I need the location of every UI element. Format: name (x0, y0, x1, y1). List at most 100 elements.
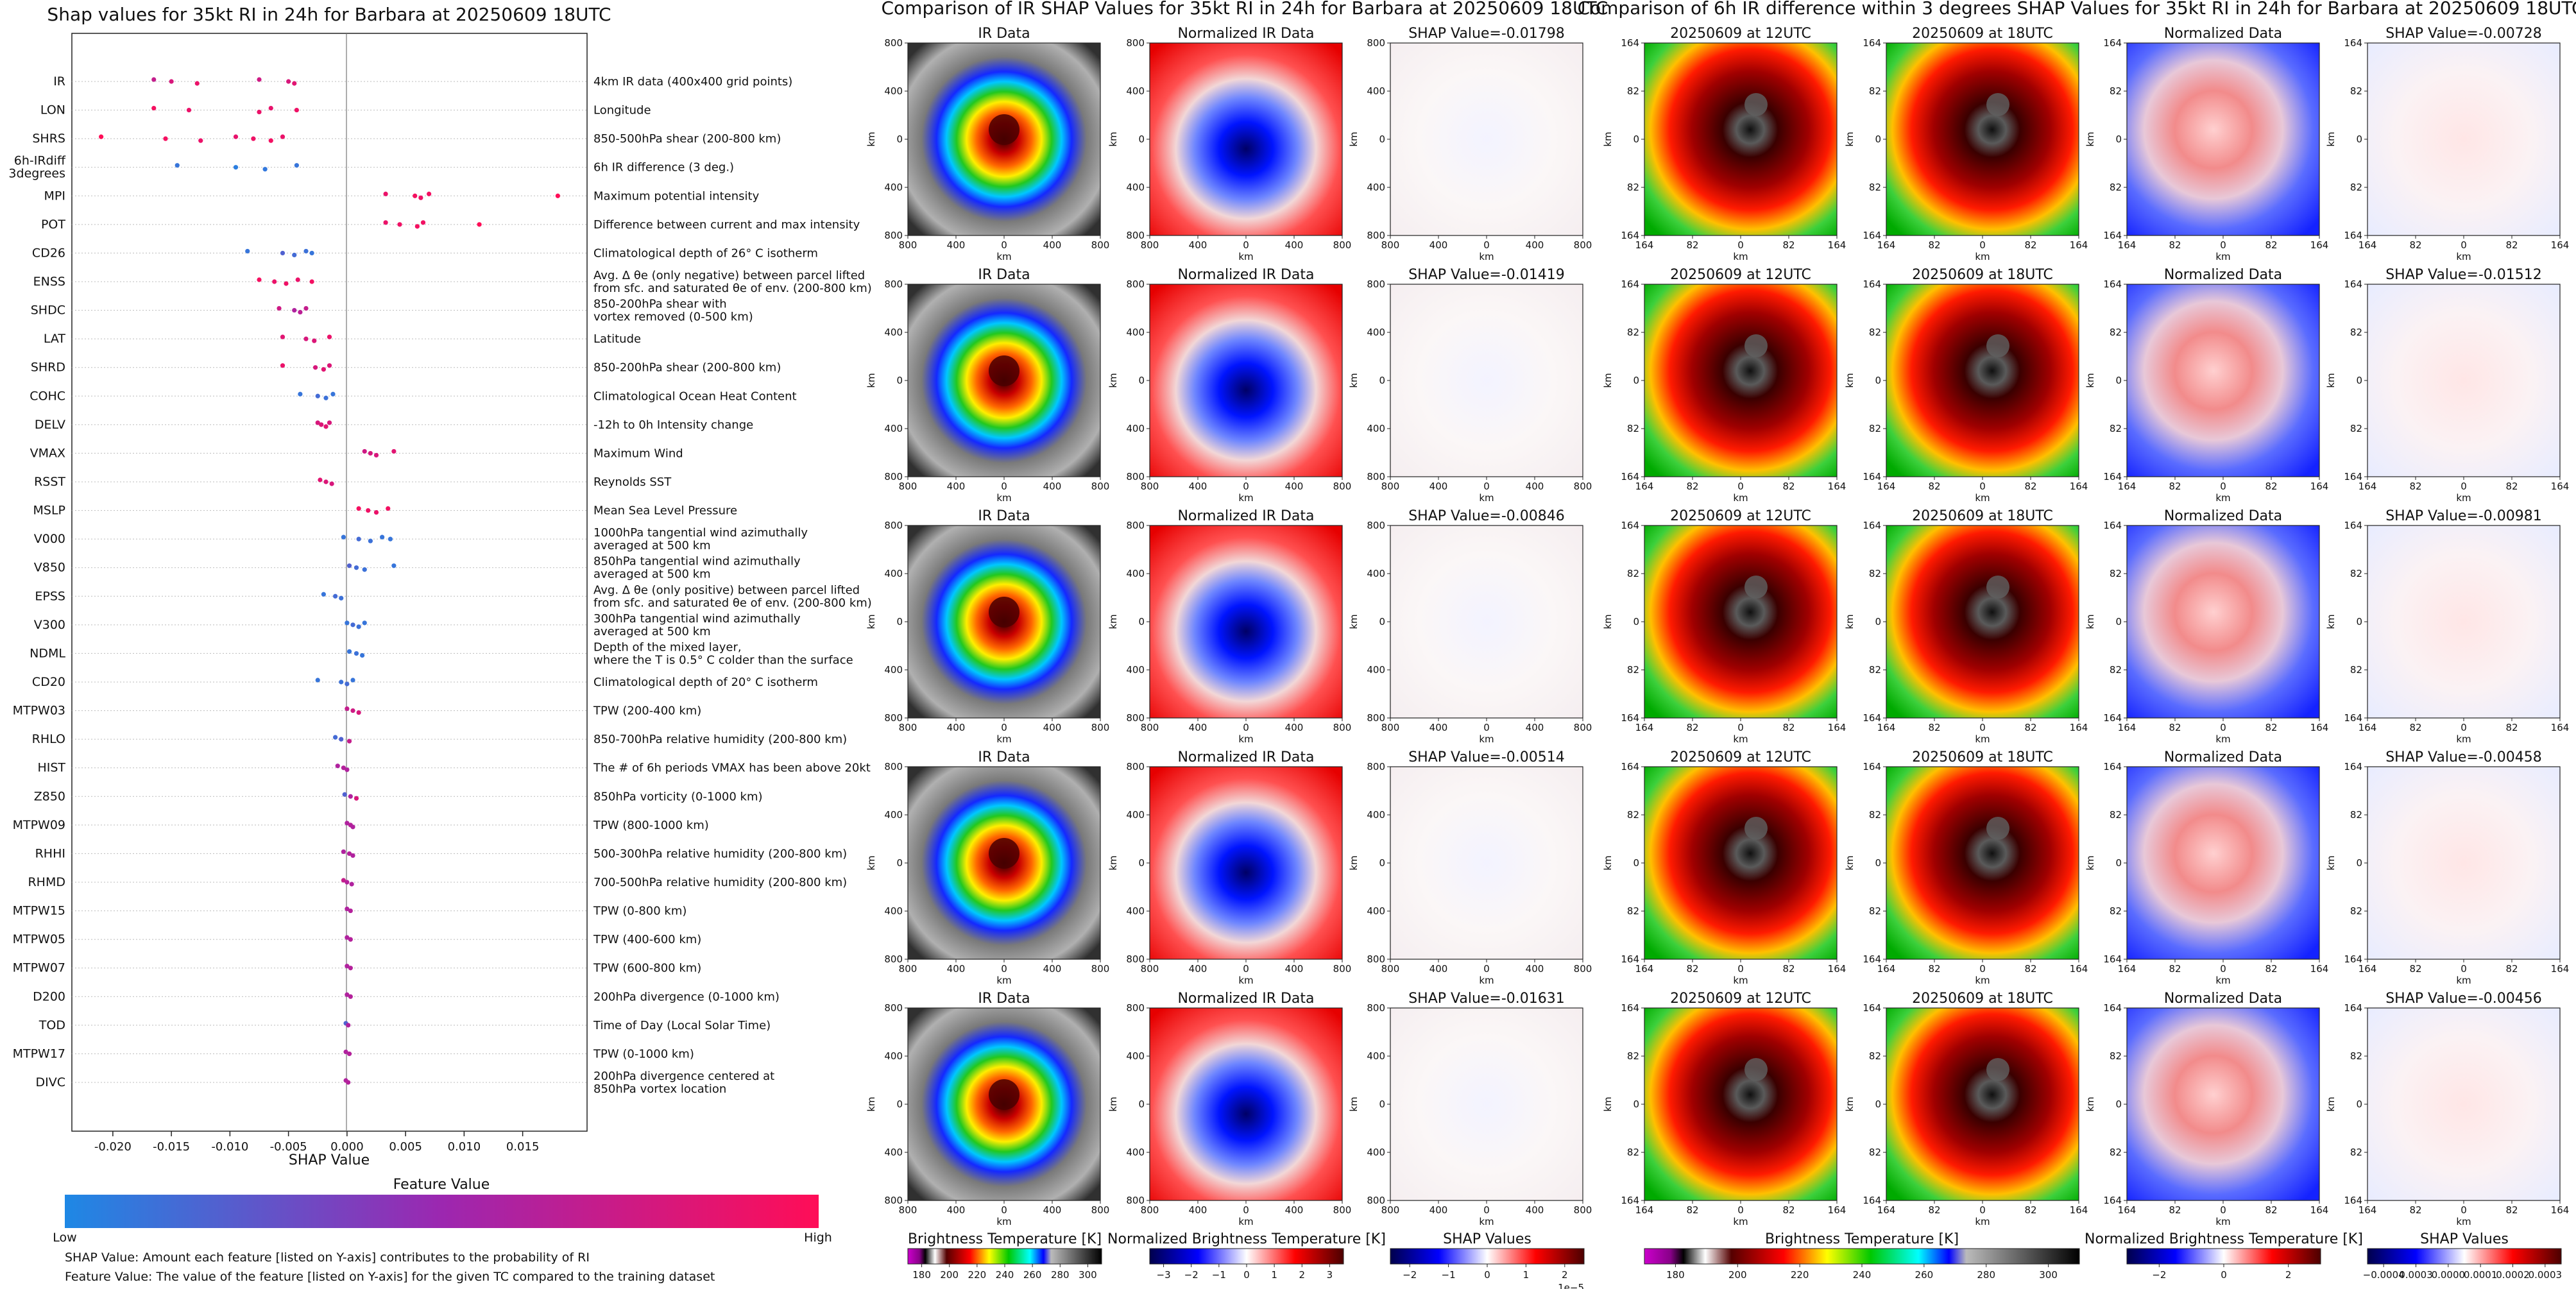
subplot-y-tick-label: 82 (1627, 85, 1639, 97)
subplot-x-tick-label: 0 (1737, 481, 1744, 492)
subplot-y-axis-label: km (2085, 132, 2096, 146)
beeswarm-rows: IR 4km IR data (400x400 grid points) LON Lo… (8, 74, 871, 1096)
subplot-x-tick-label: 800 (1381, 963, 1400, 975)
subplot-y-tick-label: 82 (2110, 1147, 2122, 1158)
subplot-y-tick-label: 164 (2344, 520, 2362, 531)
feature-row: Z850 850hPa vorticity (0-1000 km) (34, 789, 763, 803)
feature-description-label: TPW (600-800 km) (593, 962, 701, 975)
colorbar-gradient (2126, 1248, 2321, 1265)
shap-point (298, 309, 303, 315)
subplot-y-tick-label: 800 (1367, 520, 1385, 531)
subplot-title: SHAP Value=-0.01798 (1408, 26, 1565, 42)
subplot-y-tick-label: 164 (2344, 1195, 2362, 1206)
subplot-y-tick-label: 800 (1126, 520, 1145, 531)
subplot-y-axis-label: km (1602, 614, 1614, 629)
subplot-x-axis-label: km (996, 492, 1011, 504)
shap-point (350, 678, 355, 683)
feature-description-label: Avg. Δ θe (only positive) between parcel… (593, 583, 872, 610)
colorbar-tick-label: 2 (1562, 1269, 1568, 1281)
subplot-x-tick-label: 0 (2461, 963, 2467, 975)
shap-point (349, 882, 354, 887)
subplot-title: SHAP Value=-0.00981 (2385, 508, 2542, 524)
feature-name-label: CD26 (32, 246, 65, 260)
subplot-x-axis-label: km (1975, 975, 1990, 986)
subplot-y-tick-label: 400 (884, 1050, 903, 1062)
subplot-image (2126, 1007, 2320, 1201)
subplot-y-tick-label: 82 (1627, 1050, 1639, 1062)
subplot-x-tick-label: 164 (2310, 481, 2329, 492)
colorbar-tick-label: 260 (1915, 1269, 1934, 1281)
feature-row: D200 200hPa divergence (0-1000 km) (33, 989, 780, 1003)
feature-description-label: 850-700hPa relative humidity (200-800 km… (593, 733, 847, 746)
subplot-y-tick-label: 0 (1875, 1098, 1881, 1110)
subplot-y-tick-label: 164 (2344, 471, 2362, 482)
subplot-y-axis-label: km (1602, 855, 1614, 870)
shap-point (427, 191, 432, 196)
shap-point (321, 367, 326, 372)
feature-row: ENSS Avg. Δ θe (only negative) between pa… (33, 269, 872, 295)
subplot-y-tick-label: 0 (1633, 375, 1639, 386)
subplot-x-tick-label: 82 (2024, 722, 2036, 733)
subplot-y-tick-label: 0 (2356, 375, 2362, 386)
shap-point (329, 481, 334, 486)
feature-name-label: LAT (44, 332, 66, 346)
subplot-y-axis-label: km (1348, 373, 1360, 388)
subplot-y-tick-label: 800 (1367, 37, 1385, 49)
subplot-y-tick-label: 0 (1633, 1098, 1639, 1110)
subplot-y-tick-label: 164 (2344, 761, 2362, 773)
subplot-image (1886, 525, 2079, 719)
subplot-y-tick-label: 164 (1621, 712, 1639, 724)
subplot-y-tick-label: 0 (1875, 857, 1881, 869)
subplot-x-tick-label: 164 (2358, 1204, 2377, 1216)
colorbar-tick-label: 180 (912, 1269, 931, 1281)
subplot-image (2126, 766, 2320, 960)
feature-description-label: 200hPa divergence centered at 850hPa vort… (593, 1070, 774, 1096)
subplot-image (1149, 42, 1343, 236)
subplot-x-axis-label: km (2456, 733, 2471, 745)
subplot-y-tick-label: 0 (1138, 1098, 1145, 1110)
shap-point (345, 935, 350, 940)
x-tick-label: -0.020 (94, 1140, 132, 1154)
shap-point (348, 966, 353, 971)
feature-row: V850 850hPa tangential wind azimuthally av… (34, 555, 801, 581)
subplot-image (1149, 766, 1343, 960)
shap-point (373, 452, 379, 458)
subplot-x-tick-label: 800 (1141, 963, 1159, 975)
subplot-image (2367, 525, 2561, 719)
subplot-x-tick-label: 400 (1043, 481, 1062, 492)
colorbar-label: SHAP Values (1443, 1231, 1531, 1247)
subplot-y-tick-label: 164 (1621, 953, 1639, 965)
feature-description-label: Time of Day (Local Solar Time) (593, 1019, 771, 1032)
feature-name-label: V000 (34, 532, 65, 546)
shap-point (348, 994, 353, 999)
subplot-y-tick-label: 400 (884, 664, 903, 676)
subplot-x-tick-label: 400 (1429, 239, 1448, 251)
feature-name-label: MTPW03 (13, 704, 65, 718)
shap-point (318, 477, 323, 482)
subplot-y-tick-label: 0 (1379, 1098, 1385, 1110)
subplot-x-tick-label: 0 (1737, 1204, 1744, 1216)
feature-row: DIVC 200hPa divergence centered at 850hPa … (36, 1070, 775, 1096)
subplot-x-tick-label: 164 (1635, 722, 1654, 733)
colorbar-gradient (907, 1248, 1102, 1265)
shap-point (345, 964, 350, 969)
subplot-x-tick-label: 164 (2118, 1204, 2137, 1216)
subplot-y-tick-label: 0 (896, 1098, 903, 1110)
subplot-x-axis-label: km (996, 1216, 1011, 1227)
subplot-x-tick-label: 82 (2265, 963, 2277, 975)
storm-core (1744, 1058, 1768, 1081)
subplot-x-tick-label: 800 (1381, 481, 1400, 492)
subplot-x-tick-label: 800 (1574, 722, 1592, 733)
feature-row: MTPW17 TPW (0-1000 km) (13, 1046, 694, 1061)
subplot-title: 20250609 at 18UTC (1912, 26, 2053, 42)
subplot-x-tick-label: 82 (1928, 1204, 1940, 1216)
subplot-x-tick-label: 0 (1979, 722, 1986, 733)
subplot-x-tick-label: 800 (1141, 239, 1159, 251)
colorbar-label: Normalized Brightness Temperature [K] (2085, 1231, 2363, 1247)
subplot-x-tick-label: 0 (1483, 1204, 1490, 1216)
subplot-title: IR Data (978, 267, 1030, 283)
